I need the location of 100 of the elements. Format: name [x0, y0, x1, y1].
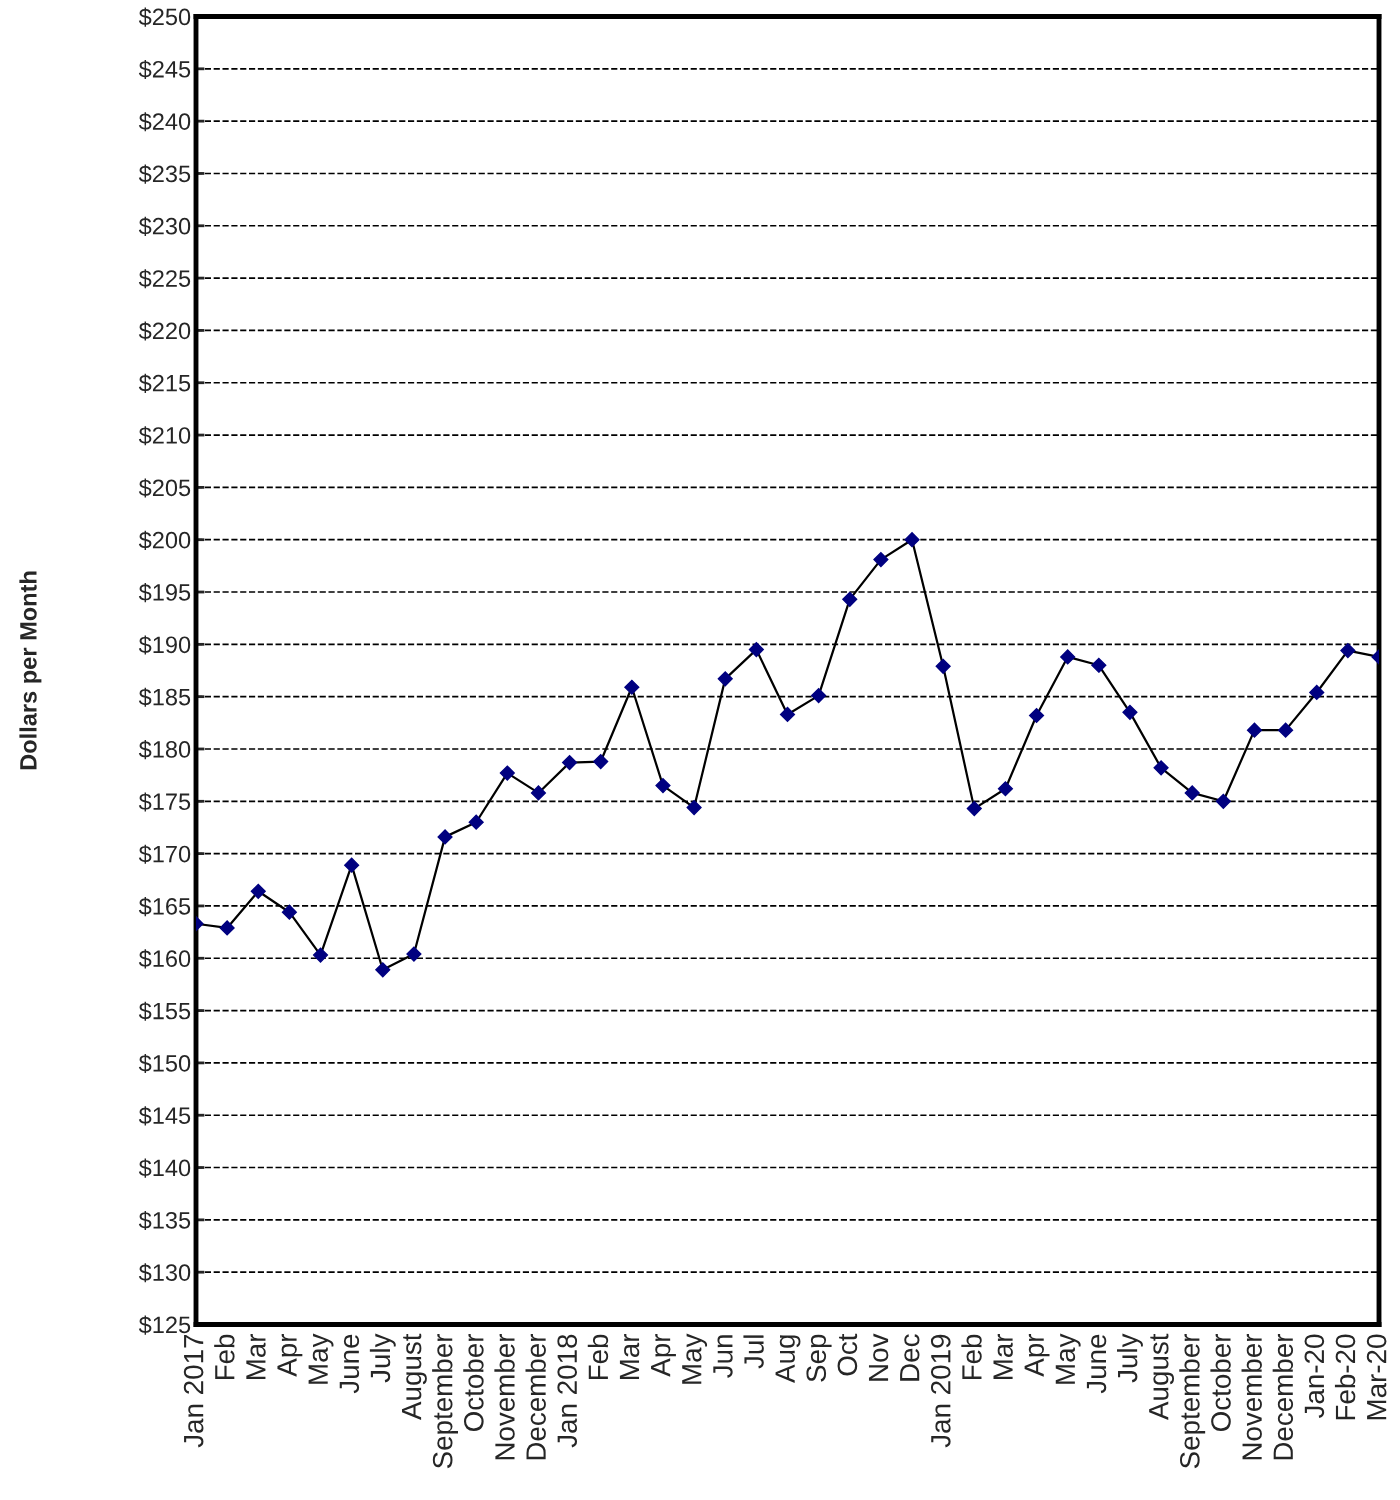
x-tick-label: December: [525, 1333, 546, 1460]
point: [499, 765, 515, 781]
y-tick-label: $125: [138, 1315, 191, 1335]
x-tick-label: November: [1241, 1333, 1262, 1460]
x-tick-label: Feb: [214, 1334, 235, 1380]
y-tick-label: $145: [138, 1106, 191, 1126]
point: [593, 753, 609, 770]
y-tick-label: $130: [138, 1263, 191, 1283]
point: [935, 658, 951, 674]
y-tick-label: $165: [138, 897, 191, 917]
point: [624, 679, 640, 695]
x-tick-label: September: [1179, 1333, 1206, 1469]
point: [842, 591, 858, 607]
x-tick-label: Dec: [900, 1334, 920, 1381]
y-tick-label: $240: [138, 112, 191, 132]
y-tick-label: $190: [138, 635, 191, 655]
x-tick-label: October: [463, 1333, 484, 1432]
y-tick-label: $135: [138, 1210, 191, 1231]
point: [873, 552, 889, 568]
x-tick-label: Apr: [1024, 1333, 1050, 1377]
x-tick-label: Mar-20: [1366, 1334, 1387, 1420]
y-tick-label: $230: [138, 216, 191, 236]
x-tick-label: Jul: [743, 1335, 764, 1369]
point: [779, 706, 796, 723]
y-tick-label: $215: [138, 373, 191, 393]
point: [997, 781, 1013, 797]
y-tick-label: $250: [138, 7, 191, 27]
y-tick-label: $155: [138, 1001, 191, 1021]
x-tick-label: August: [1149, 1333, 1175, 1420]
x-tick-label: Jun: [713, 1335, 733, 1378]
x-tick-label: December: [1272, 1333, 1294, 1460]
point: [1278, 722, 1294, 738]
x-tick-label: Nov: [868, 1333, 889, 1381]
x-tick-label: November: [494, 1333, 515, 1460]
point: [1028, 707, 1045, 724]
point: [655, 778, 671, 794]
x-tick-label: July: [1117, 1333, 1143, 1383]
y-tick-label: $170: [138, 844, 191, 864]
y-tick-label: $200: [138, 530, 191, 550]
x-tick-label: Oct: [837, 1333, 858, 1376]
y-tick-label: $175: [138, 792, 191, 812]
y-tick-label: $205: [138, 478, 191, 498]
point: [717, 671, 733, 687]
x-tick-label: Apr: [277, 1333, 303, 1377]
y-tick-label: $180: [138, 740, 191, 760]
y-tick-label: $225: [138, 269, 191, 289]
point: [1091, 657, 1107, 673]
point: [375, 962, 391, 978]
x-tick-label: Feb: [587, 1334, 609, 1380]
y-tick-label: $235: [138, 164, 191, 184]
x-tick-label: Mar: [993, 1333, 1013, 1380]
point: [1153, 760, 1169, 776]
x-tick-label: Jan 2018: [557, 1334, 578, 1448]
y-tick-label: $185: [138, 687, 191, 707]
x-tick-label: July: [369, 1333, 396, 1383]
point: [406, 946, 422, 962]
x-tick-label: May: [308, 1333, 334, 1384]
x-tick-label: Jan 2017: [183, 1334, 204, 1448]
x-tick-label: June: [1086, 1334, 1107, 1394]
x-tick-label: September: [432, 1333, 458, 1469]
x-tick-label: May: [1055, 1333, 1081, 1384]
point: [562, 755, 578, 771]
y-tick-label: $150: [138, 1053, 191, 1074]
y-axis-title: Dollars per Month: [19, 571, 42, 770]
point: [530, 785, 547, 801]
point: [1122, 704, 1138, 720]
x-tick-label: Feb: [961, 1334, 982, 1380]
point: [904, 532, 920, 548]
x-tick-label: October: [1210, 1333, 1231, 1432]
point: [966, 801, 982, 817]
x-tick-label: Mar: [619, 1333, 640, 1380]
point: [1215, 793, 1231, 809]
x-tick-label: Apr: [651, 1333, 676, 1377]
x-tick-label: Feb-20: [1334, 1334, 1356, 1420]
y-tick-label: $210: [138, 426, 191, 446]
x-tick-label: Jan-20: [1304, 1334, 1325, 1419]
point: [1060, 649, 1076, 665]
point: [281, 904, 297, 920]
point: [748, 642, 764, 658]
y-tick-label: $160: [138, 949, 191, 969]
point: [686, 800, 702, 816]
point: [219, 920, 235, 936]
y-tick-label: $195: [138, 583, 191, 603]
y-tick-label: $140: [138, 1158, 191, 1178]
point: [312, 947, 329, 963]
point: [1184, 785, 1200, 801]
y-tick-label: $245: [138, 59, 191, 80]
x-tick-label: August: [401, 1333, 427, 1420]
y-tick-label: $220: [138, 321, 191, 341]
point: [1340, 643, 1356, 659]
point: [250, 883, 266, 899]
point: [1309, 684, 1325, 701]
x-tick-label: May: [682, 1333, 708, 1384]
x-tick-label: Aug: [775, 1335, 801, 1383]
point: [468, 814, 484, 830]
point: [344, 857, 360, 873]
x-tick-label: Sep: [806, 1334, 832, 1382]
point: [1246, 722, 1263, 738]
point: [811, 688, 827, 704]
x-tick-label: Mar: [246, 1333, 266, 1380]
